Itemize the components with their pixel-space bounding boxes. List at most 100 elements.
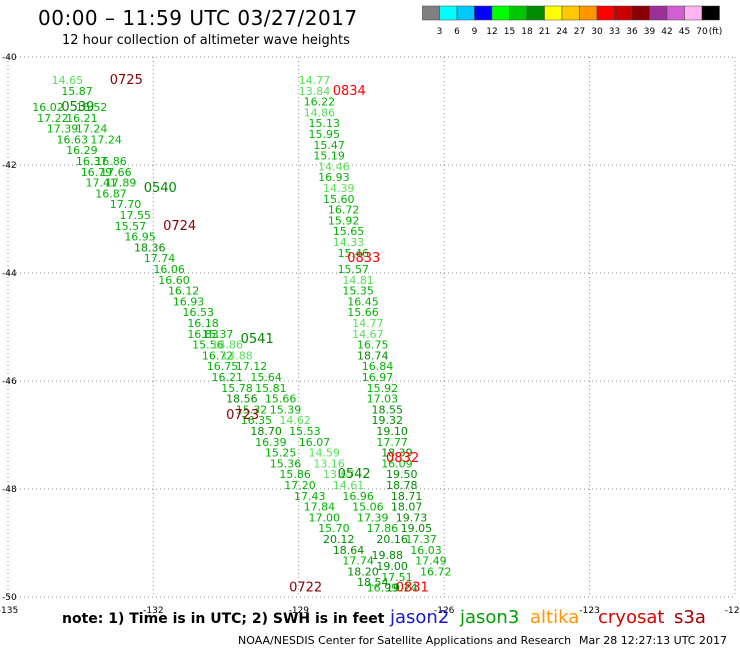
wave-height-label: 13.84 bbox=[299, 85, 331, 98]
y-tick-label: -44 bbox=[2, 269, 17, 279]
wave-height-label: 17.00 bbox=[308, 511, 340, 524]
wave-height-label: 16.75 bbox=[207, 360, 239, 373]
wave-height-label: 15.70 bbox=[318, 522, 350, 535]
wave-height-label: 14.65 bbox=[52, 74, 83, 87]
wave-height-label: 17.86 bbox=[367, 522, 399, 535]
color-scale-label: 15 bbox=[504, 27, 515, 37]
wave-height-label: 17.74 bbox=[342, 555, 374, 568]
wave-height-label: 17.49 bbox=[415, 555, 447, 568]
color-scale-label: 45 bbox=[679, 27, 690, 37]
wave-height-label: 15.25 bbox=[265, 447, 297, 460]
wave-height-label: 19.88 bbox=[372, 549, 404, 562]
wave-height-label: 14.77 bbox=[299, 74, 331, 87]
x-tick-label: -135 bbox=[0, 606, 18, 616]
wave-height-label: 14.86 bbox=[304, 106, 336, 119]
wave-height-label: 15.87 bbox=[61, 85, 93, 98]
wave-height-label: 18.78 bbox=[386, 479, 418, 492]
wave-height-label: 16.86 bbox=[95, 155, 127, 168]
wave-height-label: 16.93 bbox=[318, 171, 350, 184]
color-scale-label: 3 bbox=[437, 27, 443, 37]
color-scale-label: 27 bbox=[574, 27, 585, 37]
wave-height-label: 15.81 bbox=[255, 382, 287, 395]
wave-height-label: 14.67 bbox=[352, 328, 384, 341]
wave-height-label: 19.10 bbox=[376, 425, 408, 438]
wave-height-label: 14.61 bbox=[333, 479, 365, 492]
x-tick-label: -129 bbox=[289, 606, 310, 616]
wave-height-label: 16.95 bbox=[124, 231, 156, 244]
wave-height-label: 18.64 bbox=[333, 544, 365, 557]
wave-height-label: 14.59 bbox=[308, 447, 340, 460]
wave-height-label: 14.39 bbox=[323, 182, 355, 195]
wave-height-label: 16.63 bbox=[56, 133, 88, 146]
time-label: 0539 bbox=[61, 100, 94, 115]
legend-jason3: jason3 bbox=[460, 607, 520, 628]
wave-height-label: 16.35 bbox=[241, 414, 273, 427]
note-text: note: 1) Time is in UTC; 2) SWH is in fe… bbox=[62, 611, 385, 627]
wave-height-label: 19.73 bbox=[396, 511, 428, 524]
chart-subtitle: 12 hour collection of altimeter wave hei… bbox=[62, 33, 350, 48]
y-tick-label: -50 bbox=[2, 593, 17, 603]
wave-height-label: 17.43 bbox=[294, 490, 326, 503]
wave-height-label: 16.52 bbox=[76, 101, 108, 114]
wave-height-label: 17.77 bbox=[376, 436, 408, 449]
wave-height-label: 19.50 bbox=[386, 468, 418, 481]
wave-height-label: 15.78 bbox=[221, 382, 253, 395]
wave-height-label: 16.02 bbox=[32, 101, 64, 114]
wave-height-label: 17.51 bbox=[381, 571, 413, 584]
wave-height-label: 13.67 bbox=[323, 468, 355, 481]
x-tick-label: -120 bbox=[725, 606, 740, 616]
wave-height-label: 20.12 bbox=[323, 533, 355, 546]
wave-height-label: 16.72 bbox=[420, 565, 452, 578]
wave-height-label: 18.55 bbox=[372, 403, 404, 416]
wave-height-label: 16.99 bbox=[367, 582, 399, 595]
wave-height-label: 19.24 bbox=[386, 582, 418, 595]
y-tick-label: -40 bbox=[2, 53, 17, 63]
wave-height-label: 17.12 bbox=[236, 360, 268, 373]
wave-height-label: 16.53 bbox=[182, 306, 214, 319]
wave-height-label: 16.72 bbox=[202, 349, 234, 362]
color-scale-label: 21 bbox=[539, 27, 550, 37]
wave-height-label: 16.06 bbox=[153, 263, 185, 276]
wave-height-label: 15.47 bbox=[313, 139, 345, 152]
x-tick-label: -132 bbox=[143, 606, 163, 616]
color-scale-label: 6 bbox=[454, 27, 460, 37]
wave-height-label: 15.39 bbox=[270, 403, 302, 416]
color-scale-label: 18 bbox=[521, 27, 533, 37]
wave-height-label: 17.70 bbox=[110, 198, 142, 211]
wave-height-label: 17.74 bbox=[144, 252, 176, 265]
wave-height-label: 17.37 bbox=[405, 533, 437, 546]
time-label: 0725 bbox=[110, 73, 143, 88]
wave-height-label: 17.84 bbox=[304, 501, 336, 514]
wave-height-label: 15.57 bbox=[338, 263, 370, 276]
wave-height-label: 14.77 bbox=[352, 317, 384, 330]
wave-height-label: 15.64 bbox=[250, 371, 281, 384]
wave-height-label: 15.56 bbox=[192, 339, 224, 352]
wave-height-label: 17.22 bbox=[37, 112, 69, 125]
wave-height-label: 14.88 bbox=[221, 349, 253, 362]
wave-height-label: 16.60 bbox=[158, 274, 190, 287]
wave-height-label: 15.32 bbox=[236, 403, 268, 416]
wave-height-label: 16.39 bbox=[255, 436, 287, 449]
wave-height-label: 16.37 bbox=[76, 155, 108, 168]
wave-height-label: 18.56 bbox=[226, 393, 258, 406]
wave-height-label: 15.57 bbox=[115, 220, 147, 233]
legend-cryosat: cryosat bbox=[598, 607, 665, 628]
wave-height-label: 15.66 bbox=[265, 393, 297, 406]
wave-height-label: 16.83 bbox=[187, 328, 219, 341]
wave-height-label: 16.96 bbox=[342, 490, 374, 503]
y-tick-label: -48 bbox=[2, 485, 17, 495]
wave-height-label: 14.81 bbox=[342, 274, 374, 287]
wave-height-label: 16.93 bbox=[173, 295, 205, 308]
credit-text: NOAA/NESDIS Center for Satellite Applica… bbox=[238, 634, 572, 647]
credit-time: Mar 28 12:27:13 UTC 2017 bbox=[579, 634, 727, 647]
wave-height-label: 16.29 bbox=[66, 144, 98, 157]
wave-height-label: 14.86 bbox=[212, 339, 244, 352]
wave-height-label: 16.09 bbox=[381, 457, 413, 470]
wave-height-label: 16.97 bbox=[362, 371, 394, 384]
wave-height-label: 18.07 bbox=[391, 501, 423, 514]
wave-height-label: 16.21 bbox=[212, 371, 244, 384]
time-label: 0723 bbox=[226, 408, 259, 423]
wave-height-label: 18.71 bbox=[391, 490, 423, 503]
wave-height-label: 19.32 bbox=[372, 414, 404, 427]
